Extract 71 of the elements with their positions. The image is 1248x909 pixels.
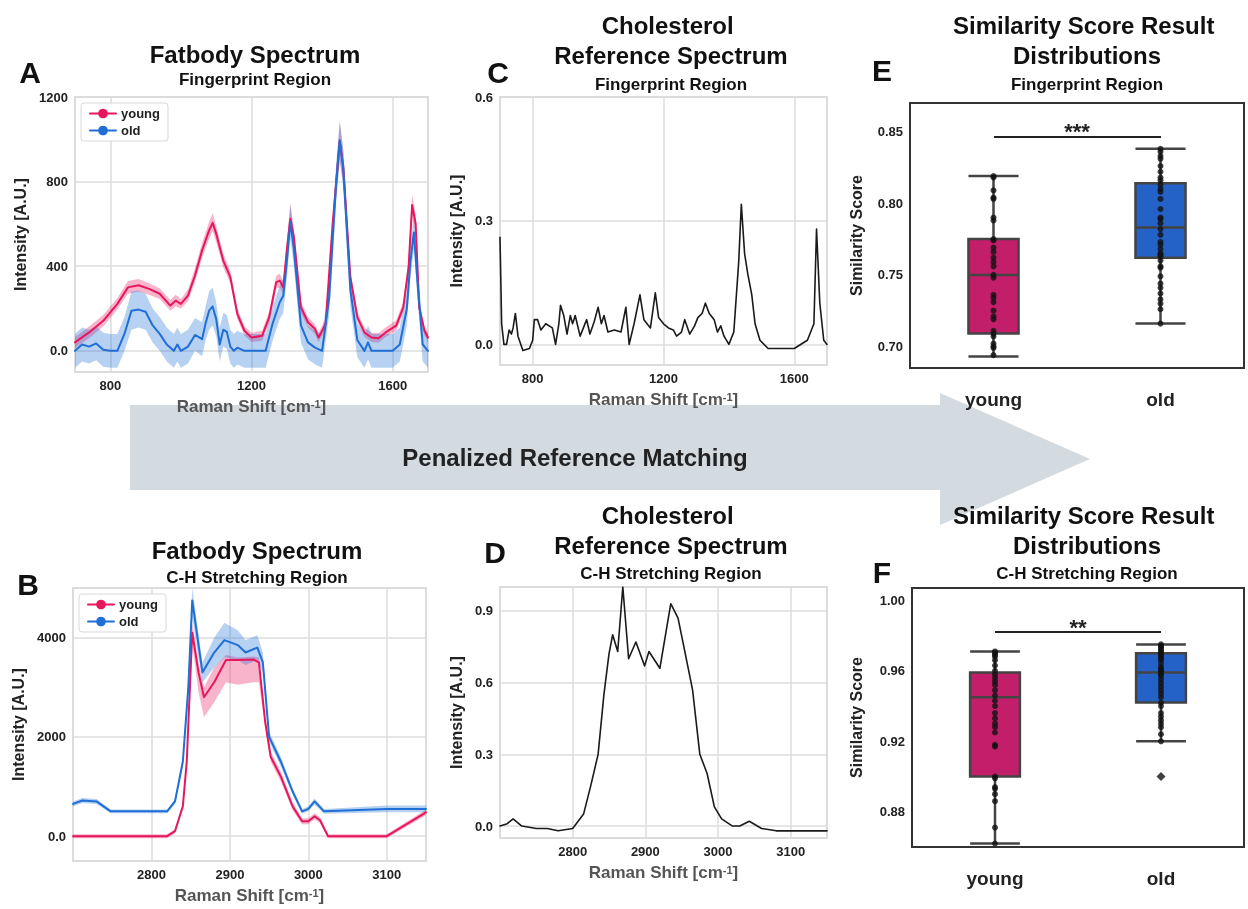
y-axis-title: Similarity Score [847,656,865,778]
y-axis-title: Intensity [A.U.] [9,668,27,781]
y-tick-label: 0.6 [474,675,493,691]
y-tick-label: 0.88 [879,804,905,820]
text: F [872,555,892,589]
text: Penalized Reference Matching [401,444,749,472]
chart-title: Cholesterol Reference Spectrum [554,11,788,69]
x-tick-label: 800 [99,378,122,393]
x-tick-label: young [966,868,1024,889]
y-tick-label: 0.9 [474,603,493,619]
chart-subtitle: Fingerprint Region [178,69,332,89]
y-axis-title: Intensity [A.U.] [11,178,29,291]
chart-title: Cholesterol Reference Spectrum [554,501,788,559]
x-tick-label: young [965,389,1022,410]
x-tick-label: 2800 [558,844,588,859]
y-tick-label: 0.75 [877,267,903,283]
x-tick-label: 1200 [237,378,266,393]
y-tick-label: 0.70 [877,339,903,355]
chart-title: Fatbody Spectrum [151,536,363,564]
y-tick-label: 0.0 [49,343,68,359]
x-tick-label: 3100 [776,844,806,859]
x-tick-label: 3000 [293,867,323,882]
y-axis-title: Intensity [A.U.] [447,656,465,769]
chart-subtitle: C-H Stretching Region [996,563,1178,583]
x-tick-label: 1600 [779,371,809,386]
y-tick-label: 0.0 [47,828,66,844]
chart-subtitle: C-H Stretching Region [166,567,348,587]
text: A [19,55,41,89]
chart-title: Similarity Score Result Distributions [952,501,1222,559]
y-tick-label: 800 [46,174,68,190]
y-tick-label: 0.3 [474,213,493,229]
y-axis-title: Intensity [A.U.] [447,174,465,288]
chart-subtitle: Fingerprint Region [594,74,748,94]
text: B [17,567,39,601]
y-tick-label: 4000 [37,630,66,646]
chart-title: Fatbody Spectrum [149,40,361,68]
y-tick-label: 0.96 [879,663,905,679]
text: E [871,53,893,87]
chart-title: Similarity Score Result Distributions [952,11,1222,69]
legend-label: young [121,106,161,121]
y-tick-label: 0.0 [474,818,493,834]
y-tick-label: 400 [46,258,68,274]
x-tick-label: 2800 [136,867,166,882]
y-tick-label: 0.92 [879,733,905,749]
y-tick-label: 1200 [39,89,68,105]
legend-label: old [119,614,139,629]
x-tick-label: 800 [521,371,544,386]
text: C [487,55,509,89]
chart-subtitle: C-H Stretching Region [580,563,762,583]
y-tick-label: 0.0 [474,336,493,352]
x-tick-label: 1200 [649,371,678,386]
annotation: ** [1069,614,1087,640]
x-tick-label: 2900 [630,844,660,859]
x-tick-label: 3000 [703,844,733,859]
x-tick-label: 3100 [372,867,402,882]
legend-label: young [119,597,159,612]
x-tick-label: old [1146,868,1176,889]
y-tick-label: 1.00 [879,592,905,608]
text: D [484,535,506,569]
y-tick-label: 0.80 [877,195,903,211]
x-tick-label: 2900 [215,867,245,882]
y-tick-label: 2000 [37,729,66,745]
y-tick-label: 0.85 [877,124,903,140]
legend-label: old [121,123,141,138]
x-tick-label: 1600 [378,378,408,393]
chart-subtitle: Fingerprint Region [1010,74,1164,94]
y-axis-title: Similarity Score [847,174,865,296]
annotation: *** [1064,119,1091,145]
x-tick-label: old [1146,389,1175,410]
y-tick-label: 0.6 [474,89,493,105]
y-tick-label: 0.3 [474,746,493,762]
